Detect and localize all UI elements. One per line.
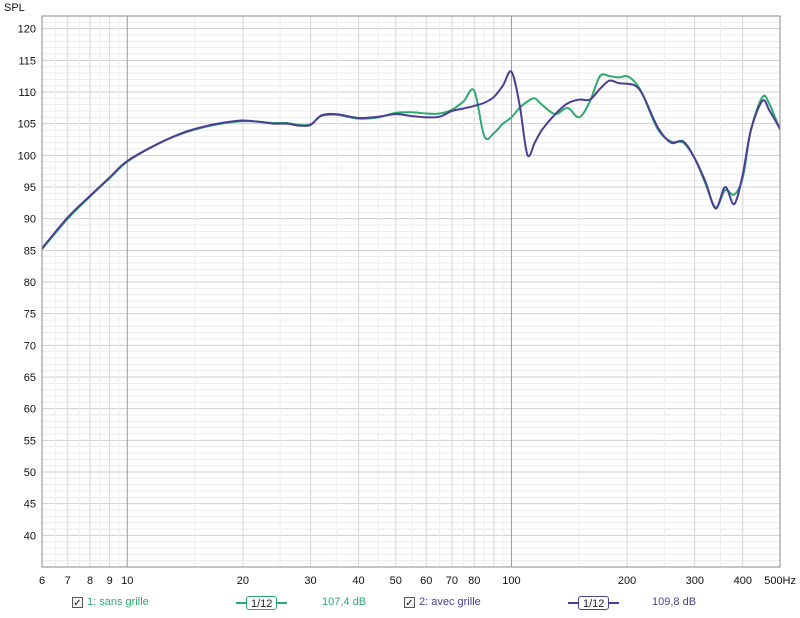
y-tick-label: 40 — [24, 530, 36, 542]
y-tick-label: 70 — [24, 340, 36, 352]
series-2-checkbox[interactable]: ✓ — [404, 596, 415, 609]
plot-frame — [41, 15, 781, 568]
plot-background — [42, 16, 780, 567]
legend: ✓ 1: sans grille 1/12 107,4 dB ✓ 2: avec… — [0, 596, 800, 616]
x-tick-label: 400 — [734, 575, 752, 587]
y-tick-label: 55 — [24, 435, 36, 447]
y-tick-label: 65 — [24, 372, 36, 384]
y-tick-label: 60 — [24, 404, 36, 416]
x-tick-label: 10 — [121, 575, 133, 587]
series-1-smoothing-label: 1/12 — [246, 596, 278, 610]
x-tick-label: 500Hz — [764, 575, 796, 587]
x-tick-label: 60 — [420, 575, 432, 587]
series-2-label: 2: avec grille — [419, 596, 481, 608]
legend-item-series-1[interactable]: ✓ 1: sans grille — [72, 596, 149, 609]
x-tick-label: 50 — [390, 575, 402, 587]
series-1-checkbox[interactable]: ✓ — [72, 596, 83, 609]
x-tick-label: 70 — [446, 575, 458, 587]
series-1-level: 107,4 dB — [322, 596, 367, 608]
y-tick-label: 95 — [24, 182, 36, 194]
y-tick-label: 85 — [24, 245, 36, 257]
y-axis-title: SPL — [4, 2, 25, 14]
y-tick-label: 50 — [24, 467, 36, 479]
y-tick-label: 110 — [18, 87, 36, 99]
x-tick-label: 9 — [107, 575, 113, 587]
series-1-label: 1: sans grille — [87, 596, 149, 608]
y-tick-label: 90 — [24, 214, 36, 226]
y-tick-label: 115 — [18, 55, 36, 67]
y-tick-label: 105 — [18, 119, 36, 131]
series-2-level: 109,8 dB — [652, 596, 697, 608]
series-2-smoothing-label: 1/12 — [578, 596, 610, 610]
y-axis-ticks: 40 45 50 55 60 65 70 75 80 85 90 95 100 105 110 115 120 — [18, 24, 36, 543]
series-1-smoothing-control[interactable]: 1/12 — [236, 596, 288, 610]
x-tick-label: 80 — [468, 575, 480, 587]
x-tick-label: 200 — [618, 575, 636, 587]
x-tick-label: 7 — [65, 575, 71, 587]
y-tick-label: 45 — [24, 499, 36, 511]
series-line-2 — [42, 70, 780, 250]
y-tick-label: 120 — [18, 24, 36, 36]
y-tick-label: 75 — [24, 309, 36, 321]
x-tick-label: 20 — [237, 575, 249, 587]
series-2-smoothing-control[interactable]: 1/12 — [568, 596, 620, 610]
x-axis-ticks: 6 7 8 9 10 20 30 40 50 60 70 80 100 200 300 400 500Hz — [39, 575, 796, 587]
y-tick-label: 80 — [24, 277, 36, 289]
x-tick-label: 100 — [502, 575, 520, 587]
x-tick-label: 8 — [87, 575, 93, 587]
x-tick-label: 300 — [686, 575, 704, 587]
y-tick-label: 100 — [18, 150, 36, 162]
series-lines — [42, 70, 780, 250]
x-tick-label: 30 — [304, 575, 316, 587]
x-tick-label: 40 — [352, 575, 364, 587]
frequency-response-chart: 404550556065707580859095100105110115120 … — [4, 2, 796, 587]
legend-item-series-2[interactable]: ✓ 2: avec grille — [404, 596, 481, 609]
x-tick-label: 6 — [39, 575, 45, 587]
grid — [41, 15, 780, 568]
